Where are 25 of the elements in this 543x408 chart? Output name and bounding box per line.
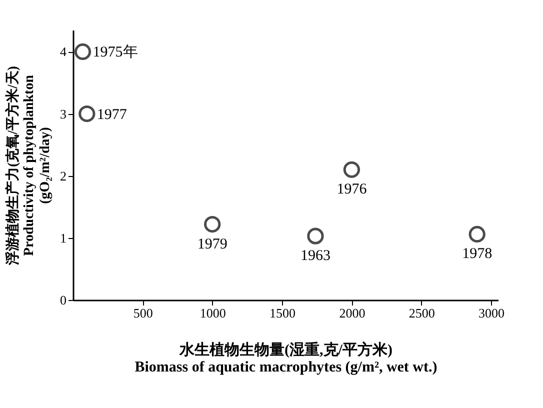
point: [343, 161, 360, 178]
x-tick-label: 500: [133, 306, 153, 320]
x-tick-label: 2000: [339, 306, 366, 320]
x-axis-title: 水生植物生物量(湿重,克/平方米) Biomass of aquatic macrophytes (g/m², wet wt.): [134, 340, 438, 376]
annotation: 1963: [300, 248, 330, 264]
point: [307, 228, 324, 244]
x-tick-label: 3000: [478, 306, 505, 320]
y-tick-label: 2: [60, 168, 66, 184]
x-tick-label: 1000: [200, 306, 226, 320]
annotation: 1979: [197, 236, 228, 252]
point: [78, 105, 96, 122]
x-tick-label: 2500: [408, 306, 435, 320]
point: [468, 226, 486, 243]
point: [204, 216, 221, 233]
y-tick-label: 1: [60, 230, 66, 246]
annotation: 1975年: [92, 44, 138, 61]
annotation: 1976: [336, 182, 368, 198]
annotation: 1978: [462, 246, 492, 262]
y-axis-title: 浮游植物生产力(克氧/平方米/天) Productivity of phytoplankton (gO₂/m²/day): [4, 66, 53, 266]
y-tick-label: 4: [60, 44, 67, 60]
point: [74, 43, 92, 60]
y-tick-label: 3: [60, 106, 66, 122]
annotation: 1977: [96, 106, 128, 123]
y-tick-label: 0: [60, 292, 66, 308]
x-tick-label: 1500: [270, 306, 296, 320]
